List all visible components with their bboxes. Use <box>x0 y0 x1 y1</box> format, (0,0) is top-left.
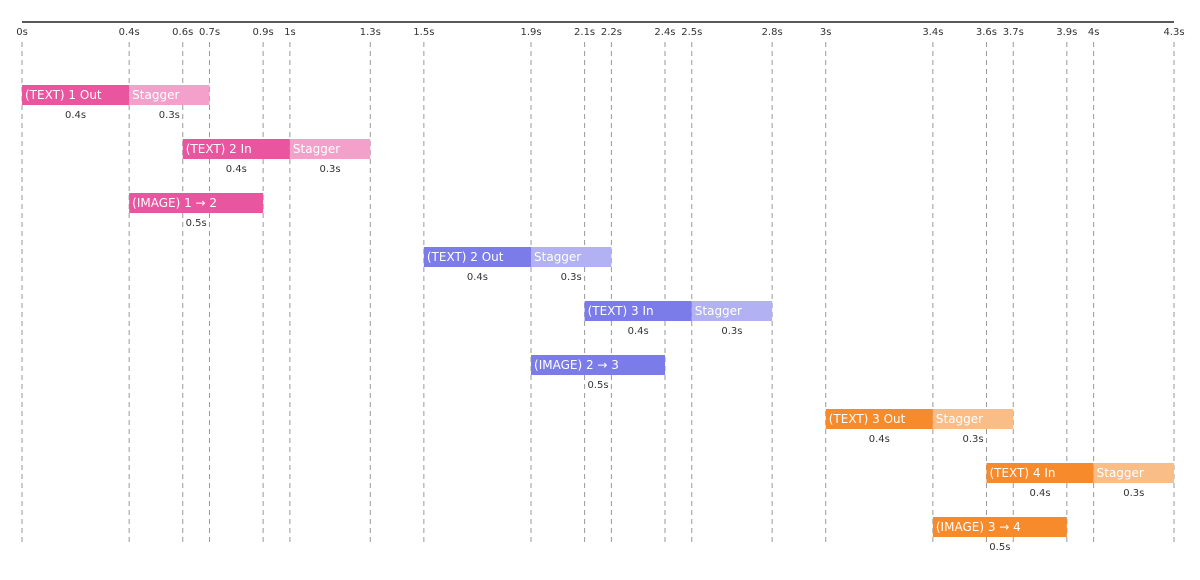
segment-label: (IMAGE) 1 → 2 <box>132 196 217 210</box>
x-tick-label: 3s <box>820 27 832 38</box>
x-tick-label: 0.7s <box>199 27 220 38</box>
x-tick-label: 3.6s <box>976 27 997 38</box>
segment-label: (TEXT) 1 Out <box>25 88 102 102</box>
segment-bar <box>531 355 665 375</box>
duration-label: 0.4s <box>467 272 488 283</box>
segment-bar <box>986 463 1094 483</box>
x-tick-label: 0.4s <box>119 27 140 38</box>
segment-bar <box>825 409 933 429</box>
segment-bar <box>182 139 290 159</box>
duration-label: 0.5s <box>587 380 608 391</box>
segment-label: (TEXT) 2 In <box>186 142 252 156</box>
x-tick-label: 3.4s <box>922 27 943 38</box>
x-tick-label: 0s <box>16 27 28 38</box>
duration-label: 0.4s <box>1029 488 1050 499</box>
x-tick-label: 4.3s <box>1163 27 1184 38</box>
x-tick-label: 0.6s <box>172 27 193 38</box>
x-tick-label: 3.9s <box>1056 27 1077 38</box>
duration-label: 0.3s <box>721 326 742 337</box>
duration-label: 0.5s <box>989 542 1010 553</box>
x-tick-label: 1s <box>284 27 296 38</box>
segment-bar <box>129 85 210 105</box>
x-tick-label: 2.4s <box>654 27 675 38</box>
duration-label: 0.3s <box>561 272 582 283</box>
segment-label: (TEXT) 2 Out <box>427 250 504 264</box>
segment-bar <box>932 517 1067 537</box>
x-tick-label: 4s <box>1088 27 1100 38</box>
x-tick-label: 2.1s <box>574 27 595 38</box>
duration-label: 0.3s <box>159 110 180 121</box>
segment-label: Stagger <box>1097 466 1144 480</box>
x-tick-label: 2.2s <box>601 27 622 38</box>
segment-label: (IMAGE) 3 → 4 <box>936 520 1021 534</box>
duration-label: 0.4s <box>65 110 86 121</box>
segment-label: Stagger <box>936 412 983 426</box>
duration-label: 0.3s <box>1123 488 1144 499</box>
segment-bar <box>584 301 692 321</box>
segment-bar <box>129 193 264 213</box>
segment-label: Stagger <box>293 142 340 156</box>
duration-label: 0.4s <box>869 434 890 445</box>
duration-label: 0.5s <box>186 218 207 229</box>
duration-label: 0.4s <box>226 164 247 175</box>
segment-label: (TEXT) 4 In <box>989 466 1055 480</box>
duration-label: 0.3s <box>963 434 984 445</box>
x-tick-label: 3.7s <box>1003 27 1024 38</box>
segment-bar <box>932 409 1014 429</box>
x-tick-label: 2.5s <box>681 27 702 38</box>
segment-label: (TEXT) 3 Out <box>829 412 906 426</box>
segment-bar <box>423 247 532 267</box>
segment-label: (IMAGE) 2 → 3 <box>534 358 619 372</box>
segment-bar <box>22 85 130 105</box>
segment-label: Stagger <box>695 304 742 318</box>
segment-label: (TEXT) 3 In <box>588 304 654 318</box>
x-tick-label: 2.8s <box>762 27 783 38</box>
x-tick-label: 0.9s <box>253 27 274 38</box>
x-tick-label: 1.5s <box>413 27 434 38</box>
x-tick-label: 1.9s <box>520 27 541 38</box>
segment-bar <box>691 301 773 321</box>
x-tick-label: 1.3s <box>360 27 381 38</box>
segment-bar <box>1093 463 1174 483</box>
duration-label: 0.4s <box>628 326 649 337</box>
segment-bar <box>531 247 612 267</box>
segment-bar <box>289 139 371 159</box>
segment-label: Stagger <box>132 88 179 102</box>
duration-label: 0.3s <box>320 164 341 175</box>
segment-label: Stagger <box>534 250 581 264</box>
